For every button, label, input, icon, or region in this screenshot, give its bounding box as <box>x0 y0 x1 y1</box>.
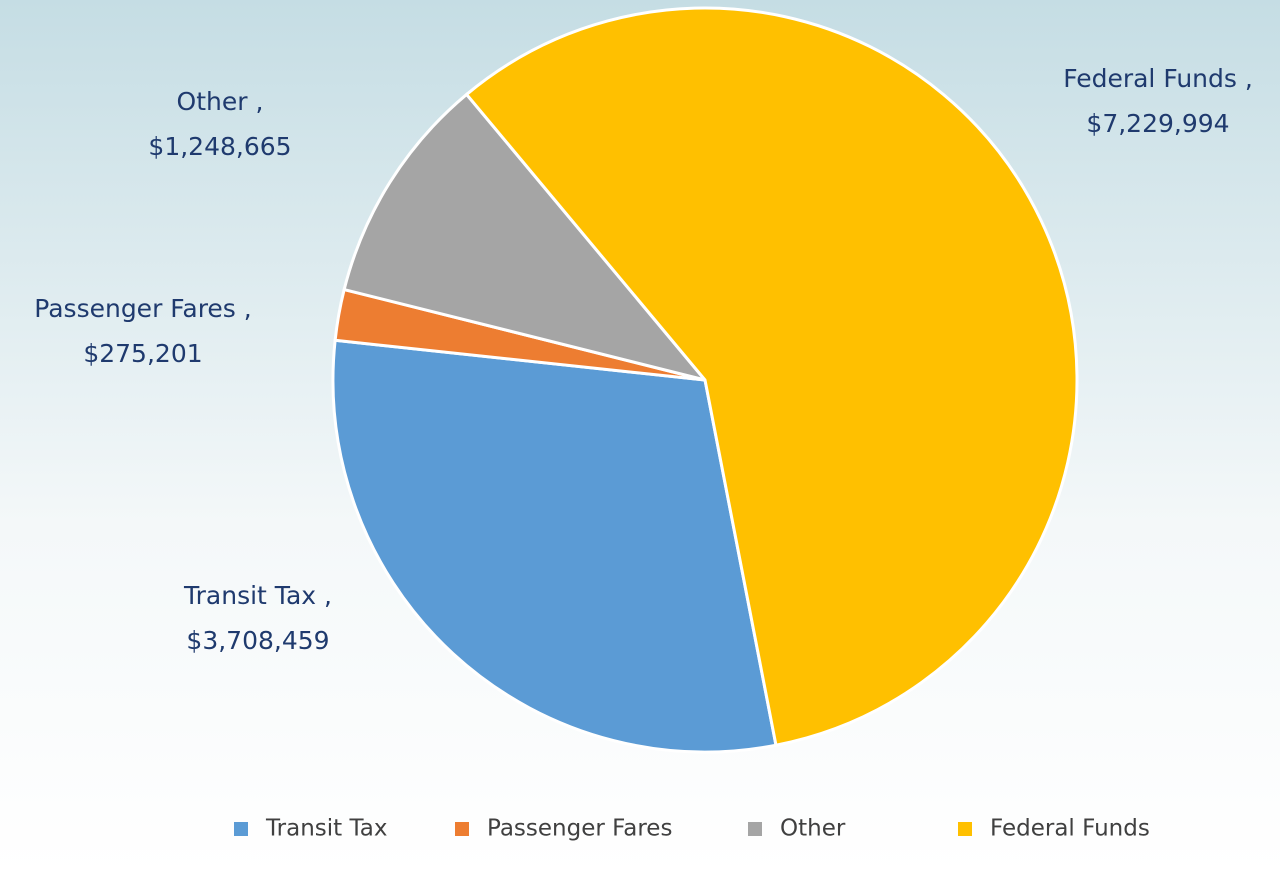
data-label-name: Transit Tax , <box>183 581 332 610</box>
legend-swatch <box>958 822 972 836</box>
data-label-name: Passenger Fares , <box>34 294 251 323</box>
legend-label: Other <box>780 816 846 842</box>
data-label-value: $1,248,665 <box>148 132 291 161</box>
data-label-name: Federal Funds , <box>1063 64 1253 93</box>
pie-slice <box>342 92 710 383</box>
data-label-value: $3,708,459 <box>186 626 329 655</box>
legend-label: Passenger Fares <box>487 816 672 842</box>
legend-label: Federal Funds <box>990 816 1150 842</box>
data-label-value: $275,201 <box>83 339 202 368</box>
legend-swatch <box>234 822 248 836</box>
data-label-name: Other , <box>177 87 264 116</box>
legend-swatch <box>455 822 469 836</box>
pie-slice <box>464 6 1079 747</box>
pie-slice <box>331 338 778 754</box>
legend-swatch <box>748 822 762 836</box>
legend-label: Transit Tax <box>265 816 387 842</box>
data-label-value: $7,229,994 <box>1086 109 1229 138</box>
